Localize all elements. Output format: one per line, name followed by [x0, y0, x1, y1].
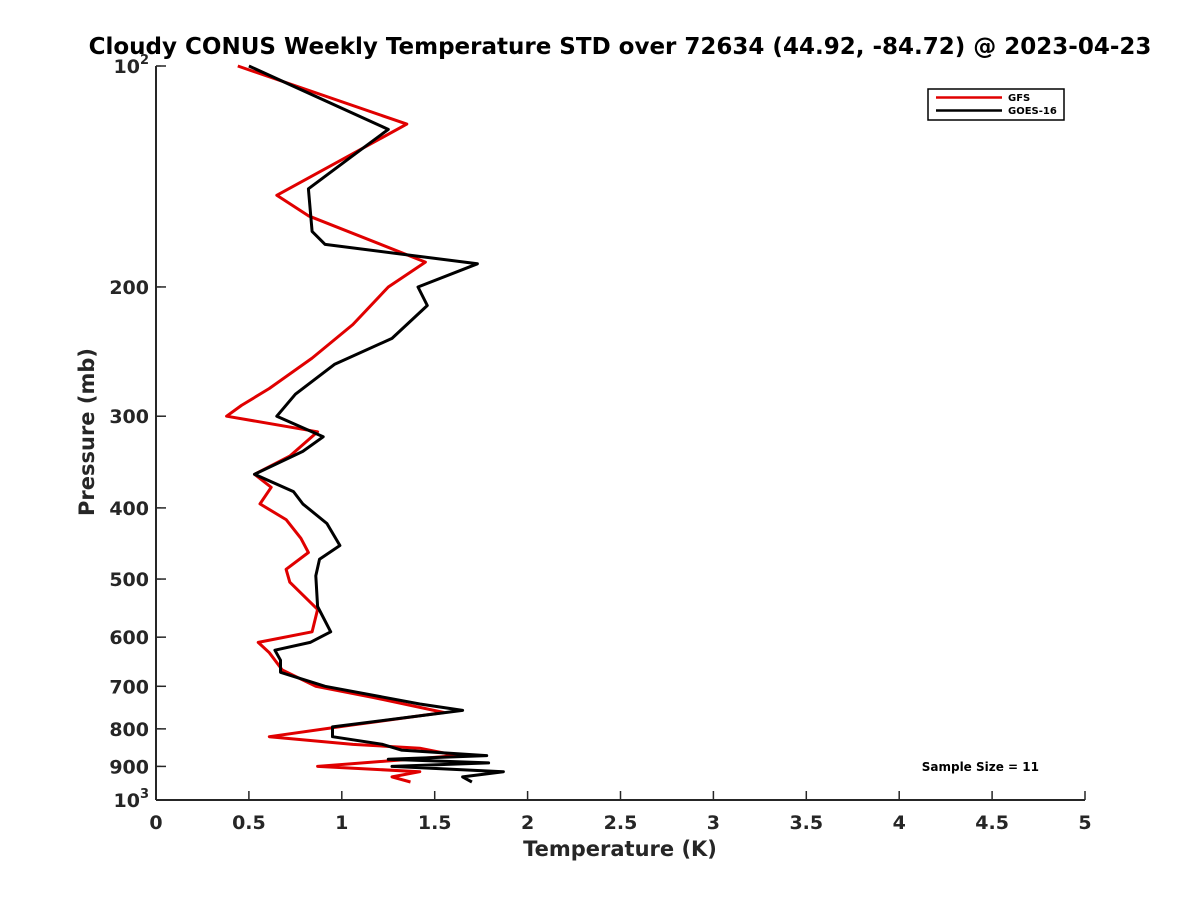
- y-tick-label: 103: [114, 787, 150, 812]
- sample-size-annotation: Sample Size = 11: [922, 760, 1039, 774]
- y-tick-label: 300: [109, 406, 149, 428]
- series-line-gfs: [225, 64, 459, 784]
- x-axis-ticks: 0 0.5 1 1.5 2 2.5 3 3.5 4 4.5 5: [149, 791, 1092, 834]
- x-tick-label: 2.5: [604, 812, 638, 834]
- x-tick-label: 0.5: [232, 812, 266, 834]
- x-tick-label: 4: [893, 812, 906, 834]
- legend-label-gfs: GFS: [1008, 93, 1030, 104]
- x-tick-label: 3: [707, 812, 720, 834]
- x-tick-label: 3.5: [789, 812, 823, 834]
- y-tick-label: 900: [109, 756, 149, 778]
- legend-label-goes16: GOES-16: [1008, 106, 1057, 117]
- x-tick-label: 1.5: [418, 812, 452, 834]
- chart-title: Cloudy CONUS Weekly Temperature STD over…: [89, 34, 1152, 60]
- x-tick-label: 4.5: [975, 812, 1009, 834]
- x-tick-label: 1: [335, 812, 348, 834]
- y-tick-label: 102: [114, 53, 150, 78]
- x-tick-label: 5: [1078, 812, 1091, 834]
- y-tick-label: 600: [109, 627, 149, 649]
- y-axis-ticks: 102 200 300 400 500 600 700 800 900 103: [109, 53, 166, 812]
- y-tick-label: 700: [109, 676, 149, 698]
- x-tick-label: 2: [521, 812, 534, 834]
- series-line-goes16: [248, 64, 505, 784]
- x-tick-label: 0: [149, 812, 162, 834]
- y-tick-label: 500: [109, 569, 149, 591]
- y-tick-label: 800: [109, 719, 149, 741]
- y-tick-label: 200: [109, 277, 149, 299]
- y-axis-label: Pressure (mb): [75, 348, 99, 516]
- legend-box: [927, 88, 1065, 121]
- legend: GFS GOES-16: [927, 88, 1065, 121]
- x-axis-label: Temperature (K): [523, 837, 717, 861]
- plot-area: [155, 64, 1085, 801]
- y-tick-label: 400: [109, 498, 149, 520]
